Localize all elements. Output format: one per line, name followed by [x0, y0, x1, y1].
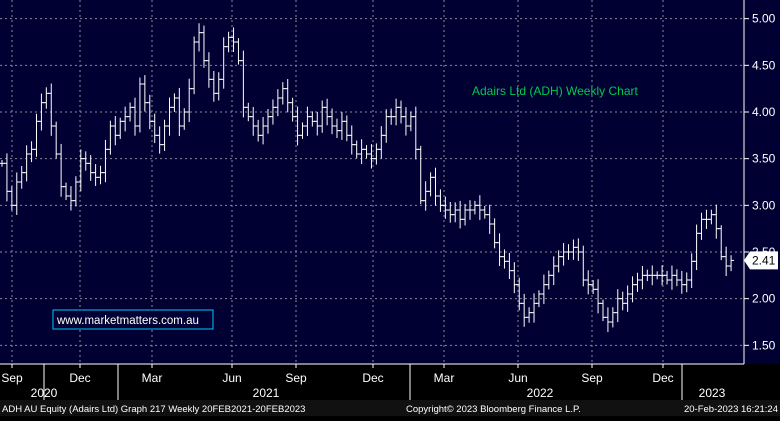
year-label: 2022	[527, 386, 554, 400]
y-axis-panel	[744, 0, 780, 364]
chart-title: Adairs Ltd (ADH) Weekly Chart	[472, 84, 638, 98]
y-tick-label: 3.50	[752, 152, 776, 166]
grid-lines	[0, 0, 744, 364]
y-tick-label: 2.00	[752, 292, 776, 306]
footer-copyright: Copyright© 2023 Bloomberg Finance L.P.	[406, 404, 581, 415]
x-axis-years: 2020 2021 2022 2023	[31, 364, 726, 400]
footer-panel	[0, 400, 780, 416]
x-tick-label: Jun	[508, 371, 527, 385]
y-tick-label: 5.00	[752, 12, 776, 26]
y-axis-ticks: 5.004.504.003.503.002.502.001.50	[743, 0, 776, 364]
y-tick-label: 4.50	[752, 58, 776, 72]
year-label: 2023	[699, 386, 726, 400]
year-label: 2021	[253, 386, 280, 400]
x-axis-ticks: Sep Dec Mar Jun Sep Dec Mar Jun Sep Dec	[0, 363, 744, 385]
last-price-value: 2.41	[752, 253, 776, 267]
y-tick-label: 4.00	[752, 105, 776, 119]
x-tick-label: Sep	[581, 371, 603, 385]
x-tick-label: Mar	[434, 371, 455, 385]
footer-timestamp: 20-Feb-2023 16:21:24	[684, 404, 778, 415]
watermark-box: www.marketmatters.com.au	[52, 309, 214, 330]
x-tick-label: Jun	[222, 371, 241, 385]
watermark-text: www.marketmatters.com.au	[56, 315, 199, 327]
y-tick-label: 3.00	[752, 198, 776, 212]
last-price-label: 2.41	[744, 251, 778, 270]
footer-left: ADH AU Equity (Adairs Ltd) Graph 217 Wee…	[2, 404, 305, 415]
price-series	[0, 23, 735, 332]
y-tick-label: 1.50	[752, 338, 776, 352]
x-tick-label: Dec	[652, 371, 673, 385]
x-tick-label: Sep	[1, 371, 23, 385]
year-label: 2020	[31, 386, 58, 400]
x-tick-label: Dec	[69, 371, 90, 385]
x-tick-label: Dec	[362, 371, 383, 385]
plot-background	[0, 0, 744, 364]
x-tick-label: Mar	[142, 371, 163, 385]
x-tick-label: Sep	[285, 371, 307, 385]
